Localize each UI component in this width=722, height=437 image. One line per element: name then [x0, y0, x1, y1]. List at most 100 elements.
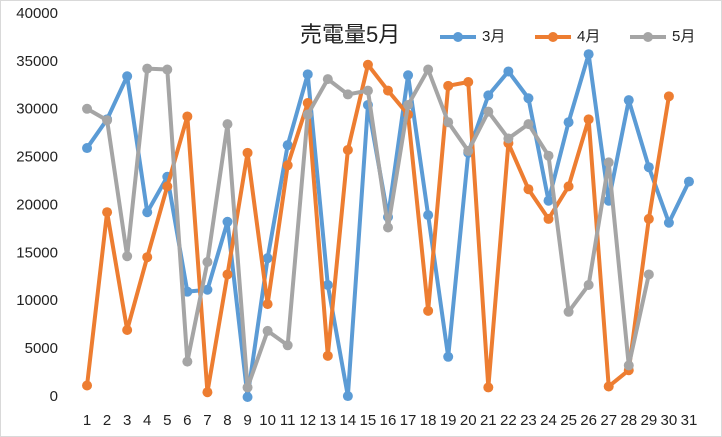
x-tick-label: 9 [243, 412, 251, 429]
y-tick-label: 20000 [16, 196, 58, 213]
y-tick-label: 0 [50, 388, 58, 405]
point [403, 70, 414, 81]
y-tick-label: 15000 [16, 244, 58, 261]
x-tick-label: 8 [223, 412, 231, 429]
x-tick-label: 17 [400, 412, 417, 429]
point [242, 147, 253, 158]
point [182, 356, 193, 367]
point [82, 380, 93, 391]
x-tick-label: 28 [620, 412, 637, 429]
point [443, 351, 454, 362]
point [342, 89, 353, 100]
y-tick-label: 35000 [16, 53, 58, 70]
x-tick-label: 21 [480, 412, 497, 429]
point [262, 299, 273, 310]
x-tick-label: 25 [560, 412, 577, 429]
point [202, 256, 213, 267]
point [583, 49, 594, 60]
x-tick-label: 14 [340, 412, 357, 429]
x-tick-label: 22 [500, 412, 517, 429]
point [583, 114, 594, 125]
point [222, 216, 233, 227]
point [362, 85, 373, 96]
x-tick-label: 5 [163, 412, 171, 429]
point [463, 145, 474, 156]
x-tick-label: 29 [640, 412, 657, 429]
x-tick-label: 15 [360, 412, 377, 429]
point [122, 71, 133, 82]
point [122, 324, 133, 335]
point [242, 382, 253, 393]
x-tick-label: 2 [103, 412, 111, 429]
x-tick-label: 20 [460, 412, 477, 429]
point [603, 157, 614, 168]
point [162, 181, 173, 192]
point [182, 286, 193, 297]
point [282, 340, 293, 351]
x-tick-label: 19 [440, 412, 457, 429]
x-tick-label: 24 [540, 412, 557, 429]
x-tick-label: 26 [580, 412, 597, 429]
point [543, 150, 554, 161]
x-tick-label: 16 [380, 412, 397, 429]
point [322, 74, 333, 85]
point [202, 387, 213, 398]
legend-label: 5月 [672, 28, 695, 45]
point [623, 360, 634, 371]
point [182, 111, 193, 122]
point [102, 115, 113, 126]
series-line [85, 62, 671, 395]
y-tick-label: 5000 [25, 340, 58, 357]
x-tick-label: 23 [520, 412, 537, 429]
point [202, 284, 213, 295]
point [222, 119, 233, 130]
point [523, 184, 534, 195]
point [242, 392, 253, 402]
point [583, 279, 594, 290]
x-tick-label: 13 [319, 412, 336, 429]
legend-marker [453, 32, 463, 42]
point [463, 76, 474, 87]
point [142, 63, 153, 74]
point [403, 99, 414, 110]
point [383, 222, 393, 233]
x-tick-label: 1 [83, 412, 91, 429]
x-tick-label: 6 [183, 412, 191, 429]
point [683, 176, 694, 187]
point [643, 162, 654, 173]
point [643, 213, 654, 224]
x-tick-label: 11 [280, 412, 296, 429]
point [82, 103, 93, 114]
point [483, 90, 494, 101]
x-tick-label: 18 [420, 412, 437, 429]
point [563, 306, 574, 317]
point [483, 382, 494, 393]
point [623, 95, 634, 106]
point [322, 279, 333, 290]
x-tick-label: 10 [259, 412, 276, 429]
point [443, 117, 454, 128]
point [383, 85, 393, 96]
point [563, 117, 574, 128]
point [503, 66, 514, 77]
legend-label: 4月 [577, 28, 600, 45]
point [162, 64, 173, 75]
point [282, 160, 293, 171]
legend-marker [548, 32, 558, 42]
point [423, 64, 434, 75]
x-tick-label: 7 [203, 412, 211, 429]
y-tick-label: 10000 [16, 292, 58, 309]
point [282, 140, 293, 151]
point [342, 144, 353, 155]
y-tick-label: 30000 [16, 101, 58, 118]
point [543, 195, 554, 206]
x-tick-label: 12 [299, 412, 316, 429]
legend-marker [643, 32, 653, 42]
point [302, 98, 313, 109]
point [663, 91, 674, 102]
point [423, 210, 434, 221]
point [222, 269, 233, 280]
point [302, 109, 313, 120]
y-tick-label: 25000 [16, 149, 58, 166]
point [523, 119, 534, 130]
